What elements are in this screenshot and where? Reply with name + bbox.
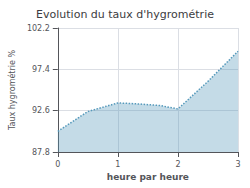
svg-text:102.2: 102.2 bbox=[27, 24, 50, 33]
svg-text:Taux hygrométrie %: Taux hygrométrie % bbox=[7, 50, 17, 132]
svg-text:2: 2 bbox=[175, 160, 180, 169]
svg-text:Evolution du taux d'hygrométri: Evolution du taux d'hygrométrie bbox=[36, 8, 214, 21]
svg-text:heure par heure: heure par heure bbox=[107, 172, 189, 182]
svg-text:92.6: 92.6 bbox=[32, 106, 50, 115]
svg-text:1: 1 bbox=[115, 160, 120, 169]
svg-text:87.8: 87.8 bbox=[32, 148, 50, 157]
svg-text:0: 0 bbox=[55, 160, 60, 169]
svg-text:3: 3 bbox=[235, 160, 240, 169]
svg-text:97.4: 97.4 bbox=[32, 65, 50, 74]
